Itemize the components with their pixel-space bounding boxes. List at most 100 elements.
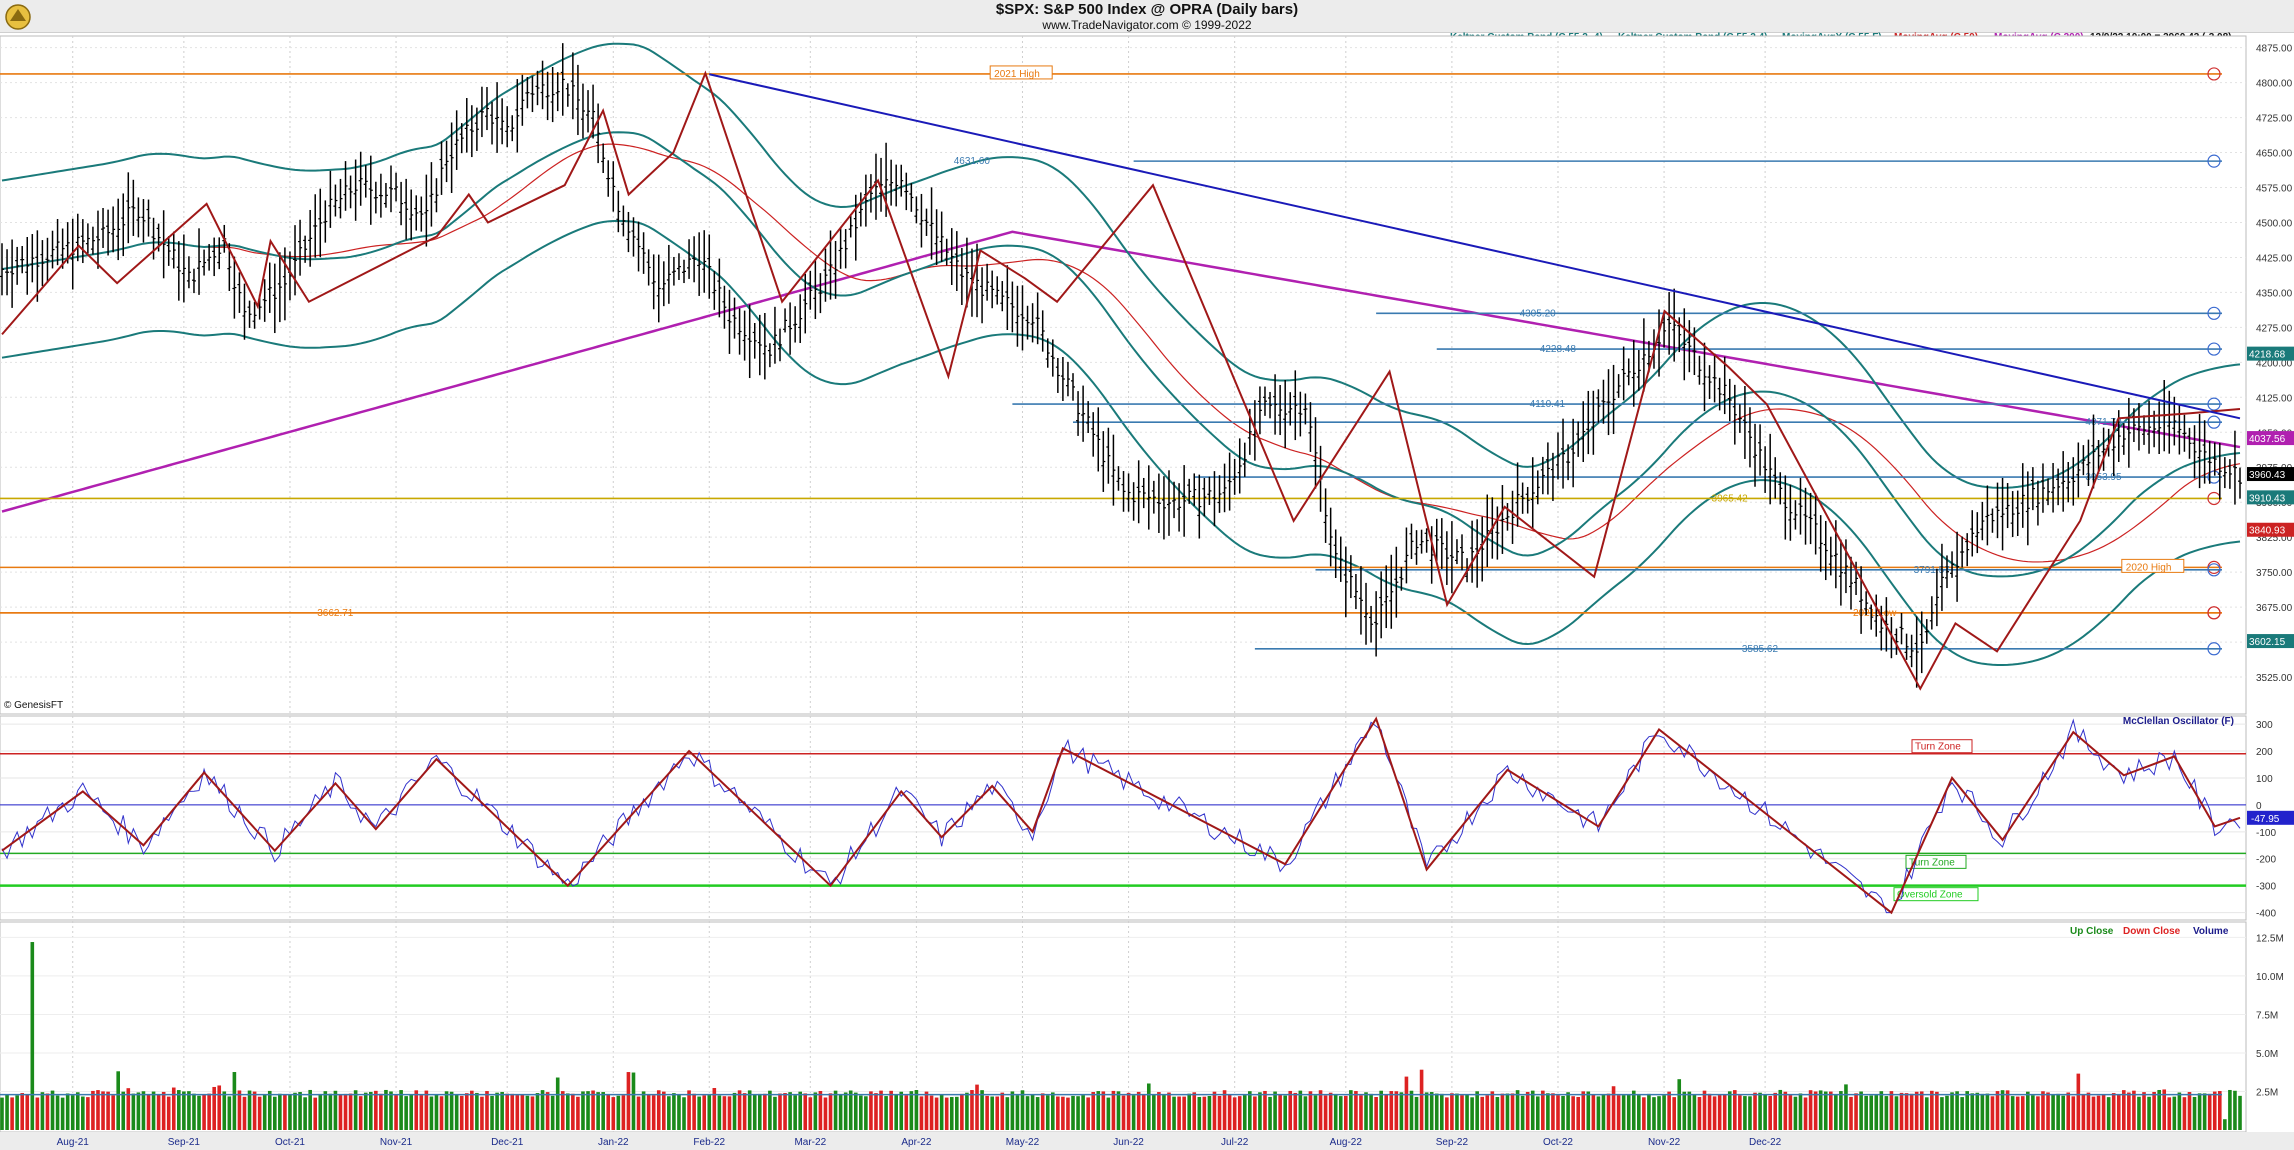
volume-bar xyxy=(636,1096,641,1130)
volume-bar xyxy=(1404,1076,1409,1130)
volume-bar xyxy=(1626,1094,1631,1130)
volume-bar xyxy=(560,1091,565,1130)
volume-bar xyxy=(1606,1093,1611,1130)
vol-tick-label: 2.5M xyxy=(2256,1087,2278,1098)
volume-bar xyxy=(2212,1091,2217,1130)
volume-bar xyxy=(1995,1091,2000,1130)
volume-bar xyxy=(1086,1097,1090,1130)
volume-bar xyxy=(1743,1096,1747,1130)
volume-bar xyxy=(1849,1096,1853,1130)
volume-bar xyxy=(833,1090,838,1130)
volume-bar xyxy=(394,1095,398,1130)
volume-bar xyxy=(793,1095,797,1130)
volume-bar xyxy=(257,1096,262,1130)
x-axis-strip xyxy=(0,1132,2294,1150)
volume-bar xyxy=(1030,1094,1035,1130)
volume-bar xyxy=(1940,1097,1944,1130)
level-marker xyxy=(2207,67,2221,81)
volume-bar xyxy=(101,1091,105,1130)
price-tick-label: 4725.00 xyxy=(2256,114,2293,125)
volume-bar xyxy=(1712,1096,1717,1130)
volume-bar xyxy=(662,1091,666,1130)
volume-bar xyxy=(1111,1090,1116,1130)
volume-bar xyxy=(5,1094,9,1130)
volume-bar xyxy=(1687,1091,1692,1130)
volume-bar xyxy=(141,1091,146,1130)
volume-bar xyxy=(2081,1094,2086,1130)
volume-bar xyxy=(237,1090,242,1130)
volume-bar xyxy=(651,1095,656,1130)
level-marker xyxy=(2207,306,2221,320)
volume-bar xyxy=(1919,1091,1924,1130)
volume-bar xyxy=(1182,1096,1186,1130)
volume-bar xyxy=(1091,1091,1096,1130)
volume-bar xyxy=(1020,1090,1025,1130)
volume-bar xyxy=(1697,1097,1702,1130)
price-tag-label: 3840.93 xyxy=(2249,526,2286,537)
volume-bar xyxy=(955,1096,959,1130)
volume-bar xyxy=(217,1085,222,1130)
volume-bar xyxy=(1935,1091,1939,1130)
osc-tick-label: 200 xyxy=(2256,747,2273,758)
volume-bar xyxy=(1480,1096,1485,1130)
volume-bar xyxy=(980,1090,984,1130)
volume-bar xyxy=(358,1096,363,1130)
volume-bar xyxy=(1859,1091,1863,1130)
volume-bar xyxy=(646,1094,651,1130)
volume-bar xyxy=(2096,1095,2101,1130)
volume-bar xyxy=(1818,1090,1823,1130)
volume-bar xyxy=(1950,1092,1954,1130)
volume-bar xyxy=(631,1072,636,1130)
volume-bar xyxy=(298,1092,302,1130)
volume-bar xyxy=(884,1096,888,1130)
volume-bar xyxy=(2020,1096,2025,1130)
volume-bar xyxy=(1803,1097,1808,1130)
volume-bar xyxy=(601,1092,605,1130)
volume-bar xyxy=(1369,1093,1373,1130)
volume-bar xyxy=(273,1096,277,1130)
volume-bar xyxy=(1909,1093,1914,1130)
volume-bar xyxy=(778,1093,782,1130)
volume-bar xyxy=(1349,1090,1353,1130)
volume-bar xyxy=(939,1094,944,1130)
volume-bar xyxy=(242,1096,247,1130)
volume-bar xyxy=(1758,1092,1762,1130)
volume-bar xyxy=(2026,1091,2030,1130)
volume-bar xyxy=(965,1092,969,1130)
price-panel xyxy=(0,35,2247,715)
level-marker xyxy=(2207,642,2221,656)
price-tick-label: 4275.00 xyxy=(2256,323,2293,334)
osc-zone-box xyxy=(1911,739,1973,754)
volume-bar xyxy=(1192,1092,1197,1130)
volume-bar xyxy=(1455,1093,1459,1130)
price-tick-label: 4500.00 xyxy=(2256,218,2293,229)
volume-bar xyxy=(1131,1095,1136,1130)
volume-bar xyxy=(581,1091,585,1130)
volume-bar xyxy=(1738,1095,1742,1130)
volume-bar xyxy=(323,1091,328,1130)
volume-bar xyxy=(227,1096,232,1130)
volume-bar xyxy=(171,1087,176,1130)
volume-bar xyxy=(126,1088,131,1130)
volume-bar xyxy=(949,1096,954,1130)
volume-bar xyxy=(156,1094,161,1130)
volume-bar xyxy=(1869,1095,1874,1130)
volume-bar xyxy=(111,1095,115,1130)
volume-bar xyxy=(1556,1095,1560,1130)
volume-bar xyxy=(1874,1095,1879,1130)
volume-bar xyxy=(742,1093,747,1130)
osc-title: McClellan Oscillator (F) xyxy=(2123,716,2234,727)
volume-bar xyxy=(136,1092,141,1130)
volume-bar xyxy=(848,1090,853,1130)
volume-bar xyxy=(909,1091,914,1130)
volume-bar xyxy=(697,1096,701,1130)
volume-bar xyxy=(404,1096,408,1130)
osc-tick-label: 300 xyxy=(2256,720,2273,731)
volume-bar xyxy=(616,1095,621,1130)
volume-bar xyxy=(328,1093,333,1130)
volume-bar xyxy=(1530,1090,1535,1130)
volume-bar xyxy=(1308,1091,1313,1130)
volume-bar xyxy=(444,1091,449,1130)
volume-bar xyxy=(1394,1091,1399,1130)
price-tick-label: 4800.00 xyxy=(2256,79,2293,90)
